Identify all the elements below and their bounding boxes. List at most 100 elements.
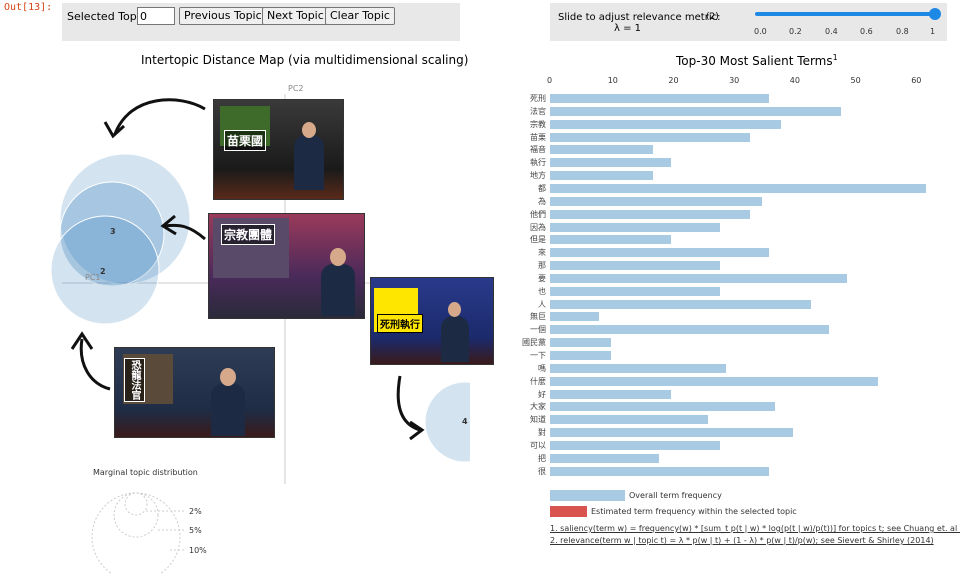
marginal-title: Marginal topic distribution <box>93 468 198 477</box>
term-bar[interactable] <box>550 145 654 155</box>
arrow-head <box>409 420 425 441</box>
term-bar[interactable] <box>550 171 654 181</box>
term-label[interactable]: 好 <box>538 389 546 399</box>
term-label[interactable]: 無巨 <box>530 312 546 322</box>
term-label[interactable]: 福音 <box>530 145 546 155</box>
term-label[interactable]: 他們 <box>530 209 546 219</box>
term-bar[interactable] <box>550 119 781 129</box>
clear-topic-button[interactable]: Clear Topic <box>325 7 395 25</box>
term-bar[interactable] <box>550 428 793 438</box>
term-bar[interactable] <box>550 453 660 463</box>
term-bar[interactable] <box>550 440 720 450</box>
previous-topic-button[interactable]: Previous Topic <box>179 7 267 25</box>
term-label[interactable]: 什麼 <box>530 376 546 386</box>
term-bar[interactable] <box>550 376 878 386</box>
term-bar[interactable] <box>550 209 751 219</box>
topic-circle-3[interactable] <box>59 181 165 287</box>
slider-tick: 0.6 <box>860 27 873 36</box>
term-bar[interactable] <box>550 183 927 193</box>
arrow-head <box>103 121 126 139</box>
relevance-footnote-ref: (2) <box>706 12 719 22</box>
term-label[interactable]: 國民黨 <box>522 338 546 348</box>
term-label[interactable]: 對 <box>538 428 546 438</box>
term-bar[interactable] <box>550 338 611 348</box>
topic-controls: Selected Topic: Previous Topic Next Topi… <box>62 3 460 41</box>
term-bar[interactable] <box>550 363 727 373</box>
term-label[interactable]: 一下 <box>530 351 546 360</box>
term-label[interactable]: 法官 <box>530 106 546 116</box>
term-bar[interactable] <box>550 286 720 296</box>
term-label[interactable]: 也 <box>538 286 546 296</box>
topic-label-3: 3 <box>110 227 116 236</box>
topic-thumbnail-3: 死刑執行 <box>370 277 494 365</box>
term-label[interactable]: 人 <box>538 299 546 309</box>
terms-title-sup: 1 <box>832 53 838 62</box>
term-label[interactable]: 執行 <box>530 158 546 168</box>
thumbnail-caption: 死刑執行 <box>377 314 423 333</box>
term-bar[interactable] <box>550 299 811 309</box>
term-bar[interactable] <box>550 158 672 168</box>
term-bar[interactable] <box>550 261 720 271</box>
relevance-slider-track[interactable] <box>755 12 935 16</box>
terms-title: Top-30 Most Salient Terms1 <box>676 53 838 68</box>
term-bar[interactable] <box>550 235 672 245</box>
term-bar[interactable] <box>550 248 769 258</box>
term-label[interactable]: 因為 <box>530 222 546 232</box>
topic-thumbnail-1: 苗栗國 <box>213 99 344 200</box>
x-tick-label: 0 <box>547 76 553 85</box>
term-label[interactable]: 大家 <box>530 402 546 412</box>
host-head <box>448 302 461 317</box>
term-label[interactable]: 要 <box>538 273 546 283</box>
term-bar[interactable] <box>550 389 672 399</box>
x-tick-label: 40 <box>789 76 800 85</box>
term-label[interactable]: 知道 <box>530 415 546 425</box>
topic-circle-2[interactable] <box>50 215 160 325</box>
term-bar[interactable] <box>550 222 720 232</box>
term-label[interactable]: 死刑 <box>530 94 546 103</box>
marginal-tick-2: 2% <box>189 507 202 516</box>
host-head <box>330 248 346 266</box>
term-label[interactable]: 把 <box>538 453 546 463</box>
x-tick-label: 20 <box>668 76 679 85</box>
term-label[interactable]: 嗎 <box>538 363 546 373</box>
term-label[interactable]: 地方 <box>530 171 546 181</box>
term-label[interactable]: 但是 <box>530 235 546 245</box>
term-bar[interactable] <box>550 132 751 142</box>
term-bar[interactable] <box>550 106 842 116</box>
legend-selected-label: Estimated term frequency within the sele… <box>591 507 797 516</box>
term-label[interactable]: 很 <box>538 466 546 476</box>
footnote-relevance[interactable]: 2. relevance(term w | topic t) = λ * p(w… <box>550 536 934 545</box>
next-topic-button[interactable]: Next Topic <box>262 7 329 25</box>
footnote-saliency[interactable]: 1. saliency(term w) = frequency(w) * [su… <box>550 524 960 533</box>
term-bar[interactable] <box>550 415 708 425</box>
legend-overall-swatch <box>550 490 625 501</box>
marginal-tick-5: 5% <box>189 526 202 535</box>
arrow-to-topic-3 <box>164 223 206 241</box>
term-bar[interactable] <box>550 402 775 412</box>
term-bar[interactable] <box>550 273 848 283</box>
term-bar[interactable] <box>550 351 611 360</box>
relevance-slider-thumb[interactable] <box>929 8 941 20</box>
term-label[interactable]: 來 <box>538 248 546 258</box>
term-label[interactable]: 一個 <box>530 325 546 335</box>
marginal-legend <box>91 492 186 574</box>
topic-label-2: 2 <box>100 267 106 276</box>
term-label[interactable]: 那 <box>538 261 546 271</box>
slider-tick: 0.0 <box>754 27 767 36</box>
term-label[interactable]: 可以 <box>530 440 546 450</box>
term-bar[interactable] <box>550 325 830 335</box>
term-label[interactable]: 為 <box>538 196 546 206</box>
x-tick-label: 10 <box>607 76 618 85</box>
term-label[interactable]: 宗教 <box>530 119 546 129</box>
term-bar[interactable] <box>550 312 599 322</box>
pc2-label: PC2 <box>288 84 304 93</box>
pc1-label: PC1 <box>85 273 101 282</box>
term-bar[interactable] <box>550 466 769 476</box>
term-bar[interactable] <box>550 196 763 206</box>
topic-thumbnail-2: 宗教團體 <box>208 213 365 319</box>
selected-topic-input[interactable] <box>137 7 175 25</box>
term-label[interactable]: 苗栗 <box>530 132 546 142</box>
term-bar[interactable] <box>550 94 769 103</box>
term-label[interactable]: 都 <box>538 183 546 193</box>
topic-circle-4[interactable] <box>424 381 470 463</box>
